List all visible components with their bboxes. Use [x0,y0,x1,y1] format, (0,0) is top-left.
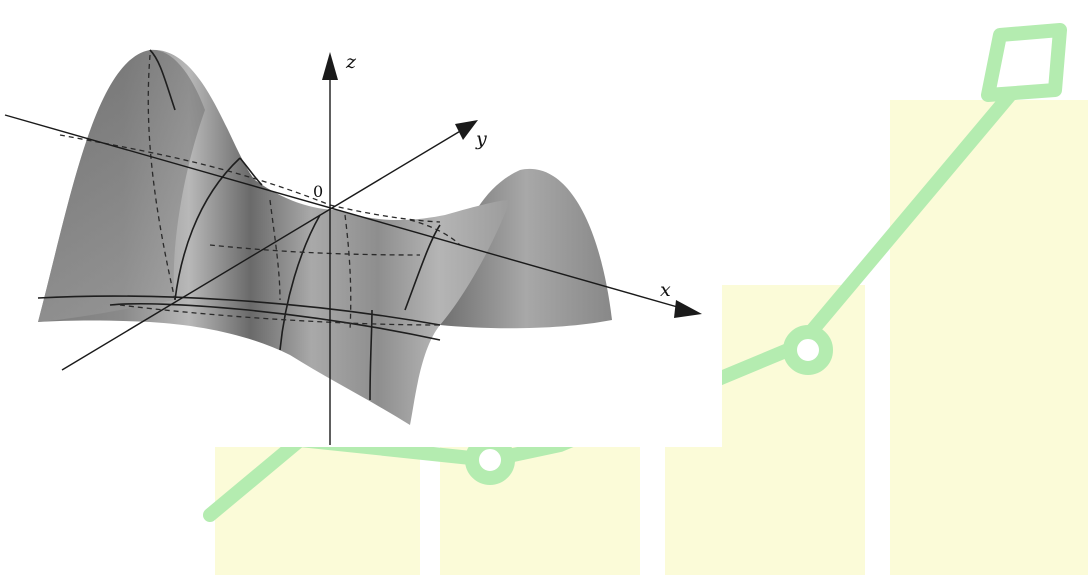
surface-left-peak [38,49,205,322]
watermark-bar-1 [215,445,420,575]
surface-grid-dashed [59,54,461,331]
x-axis-arrowhead [674,300,702,318]
coordinate-axes [4,72,689,445]
z-axis-label: z [345,51,357,73]
y-axis [61,129,463,371]
surface-grid-solid [37,49,441,401]
watermark-bar-4 [890,100,1088,575]
saddle-surface-diagram: z y x 0 [4,49,702,445]
x-axis-label: x [660,279,671,301]
watermark-arrow [203,23,1067,522]
z-axis-arrowhead [322,52,338,80]
y-axis-arrowhead [455,120,478,140]
axis-arrowheads [322,52,702,318]
x-axis [4,114,689,311]
origin-label: 0 [313,182,323,201]
y-axis-label: y [475,128,487,150]
